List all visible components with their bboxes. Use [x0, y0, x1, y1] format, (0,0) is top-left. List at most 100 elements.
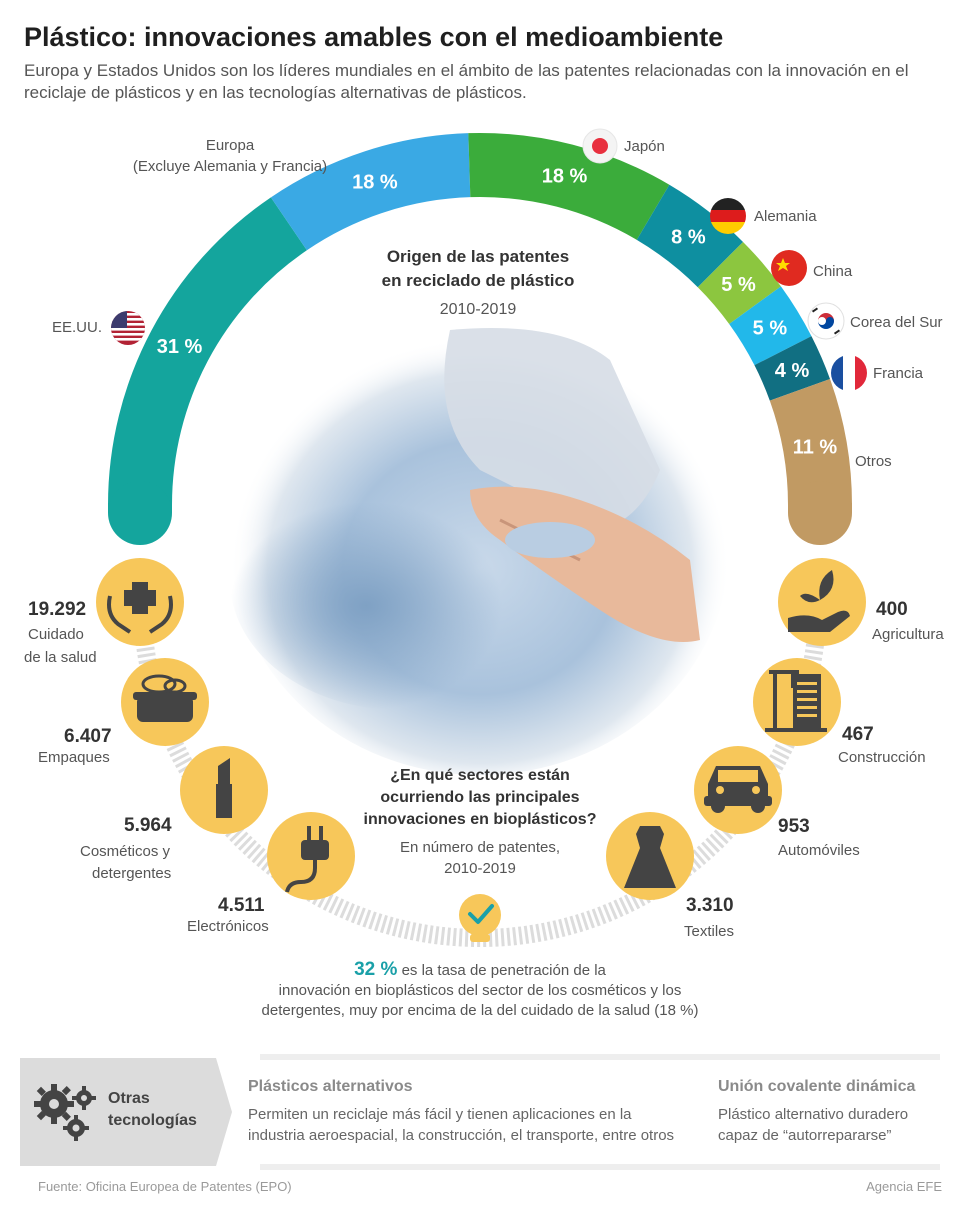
sector-label-cosmetics-2: detergentes [92, 865, 171, 882]
sector-value-automobiles: 953 [778, 816, 810, 837]
donut-slice-china [697, 241, 781, 324]
sector-value-health: 19.292 [28, 599, 86, 620]
sector-value-agriculture: 400 [876, 599, 908, 620]
donut-slice-europe [270, 133, 471, 251]
south-korea-flag-icon [807, 302, 845, 340]
sector-label-health-2: de la salud [24, 649, 97, 666]
label-others: Otros [855, 453, 892, 470]
sector-glyph [107, 582, 173, 634]
stat-highlight: 32 % [354, 959, 398, 980]
sectors-subtitle-line1: En número de patentes, [400, 839, 560, 856]
gears-icon [34, 1084, 96, 1141]
covalent-bond-title: Unión covalente dinámica [718, 1078, 916, 1095]
japan-flag-icon [582, 128, 618, 164]
other-tech-label-line1: Otras [108, 1090, 150, 1107]
donut-value-others: 11 % [793, 437, 838, 459]
label-south-korea: Corea del Sur [850, 314, 943, 331]
donut-value-japan: 18 % [542, 166, 588, 188]
label-usa: EE.UU. [52, 319, 102, 336]
sectors-title-line1: ¿En qué sectores están [390, 767, 570, 784]
sector-label-electronics: Electrónicos [187, 918, 269, 935]
plug-icon [267, 812, 355, 900]
sector-label-cosmetics-1: Cosméticos y [80, 843, 171, 860]
patent-origin-donut [108, 133, 852, 545]
sector-value-construction: 467 [842, 724, 874, 745]
band-bottom-line [260, 1164, 940, 1170]
sector-label-textiles: Textiles [684, 923, 734, 940]
label-germany: Alemania [754, 208, 817, 225]
donut-subtitle: 2010-2019 [440, 301, 517, 318]
sector-glyph [765, 670, 827, 732]
sector-value-textiles: 3.310 [686, 895, 734, 916]
other-tech-box: Otras tecnologías [20, 1058, 216, 1166]
source-note: Fuente: Oficina Europea de Patentes (EPO… [38, 1179, 292, 1194]
sector-value-packaging: 6.407 [64, 726, 112, 747]
donut-value-europe: 18 % [352, 172, 398, 194]
sector-glyph [704, 766, 772, 813]
page-subtitle: Europa y Estados Unidos son los líderes … [24, 61, 909, 102]
covalent-bond-line2: capaz de “autorrepararse” [718, 1127, 892, 1144]
france-flag-icon [831, 355, 867, 391]
germany-flag-icon [710, 198, 746, 234]
country-label-usa: EE.UU. [52, 310, 146, 346]
other-technologies-band: Otras tecnologías Plásticos alternativos… [20, 1054, 940, 1170]
donut-value-france: 4 % [775, 360, 810, 382]
sector-glyph [216, 758, 232, 818]
dress-icon [606, 812, 694, 900]
donut-value-china: 5 % [721, 274, 756, 296]
penetration-stat: 32 % es la tasa de penetración de la inn… [220, 960, 740, 1021]
label-china: China [813, 263, 853, 280]
alt-plastics-title: Plásticos alternativos [248, 1078, 413, 1095]
donut-slice-japan [468, 133, 670, 240]
sector-label-health-1: Cuidado [28, 626, 84, 643]
alt-plastics-line1: Permiten un reciclaje más fácil y tienen… [248, 1106, 632, 1123]
sector-glyph [788, 570, 850, 632]
alt-plastics-text: Permiten un reciclaje más fácil y tienen… [248, 1104, 674, 1146]
lightbulb-check-icon [459, 894, 501, 942]
sectors-title-line3: innovaciones en bioplásticos? [364, 811, 597, 828]
sector-glyph [624, 826, 676, 888]
donut-slice-germany [636, 184, 744, 288]
covalent-bond-line1: Plástico alternativo duradero [718, 1106, 909, 1123]
sectors-subtitle-line2: 2010-2019 [444, 860, 516, 877]
stat-line3: detergentes, muy por encima de la del cu… [261, 1002, 699, 1019]
other-tech-arrow [216, 1058, 232, 1166]
band-top-line [260, 1054, 940, 1060]
crane-building-icon [753, 658, 841, 746]
covalent-bond-text: Plástico alternativo duradero capaz de “… [718, 1104, 908, 1146]
usa-flag-icon [110, 310, 146, 346]
donut-value-south-korea: 5 % [753, 317, 788, 339]
sector-label-automobiles: Automóviles [778, 842, 860, 859]
label-europe-line1: Europa [206, 137, 255, 154]
sector-glyph [285, 826, 329, 893]
label-france: Francia [873, 365, 924, 382]
donut-slice-others [769, 378, 852, 505]
donut-segment-labels: 31 % 18 % 18 % 8 % 5 % 5 % 4 % 11 % [157, 166, 838, 459]
agency-credit: Agencia EFE [866, 1179, 942, 1194]
stat-line2: innovación en bioplásticos del sector de… [278, 982, 682, 999]
infographic-canvas: 31 % 18 % 18 % 8 % 5 % 5 % 4 % 11 % Origen de l… [24, 128, 944, 947]
label-europe-line2: (Excluye Alemania y Francia) [133, 158, 327, 175]
donut-slice-usa [108, 197, 307, 505]
page-title: Plástico: innovaciones amables con el me… [24, 22, 724, 52]
donut-title-line1: Origen de las patentes [387, 247, 569, 266]
other-tech-label-line2: tecnologías [108, 1112, 197, 1129]
china-flag-icon [771, 250, 807, 286]
donut-value-usa: 31 % [157, 336, 203, 358]
sector-label-construction: Construcción [838, 749, 926, 766]
donut-cap-joint-others [788, 503, 852, 513]
donut-cap-joint-usa [108, 503, 172, 513]
label-japan: Japón [624, 138, 665, 155]
donut-value-germany: 8 % [671, 226, 706, 248]
sector-value-cosmetics: 5.964 [124, 815, 172, 836]
sector-value-electronics: 4.511 [218, 895, 265, 916]
sector-label-agriculture: Agricultura [872, 626, 944, 643]
sectors-title-line2: ocurriendo las principales [380, 789, 579, 806]
sector-circle [778, 558, 866, 646]
donut-slice-south-korea [729, 286, 812, 366]
car-icon [694, 746, 782, 834]
recycled-plastic-photo [230, 315, 730, 775]
plant-hand-icon [778, 558, 866, 646]
alt-plastics-line2: industria aeroespacial, la construcción,… [248, 1127, 675, 1144]
health-hands-icon [96, 558, 184, 646]
